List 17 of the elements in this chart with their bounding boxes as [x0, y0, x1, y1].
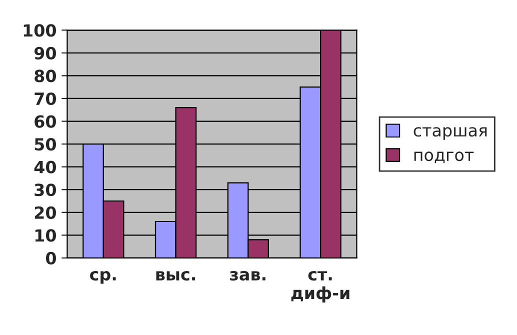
y-tick-label: 30	[34, 184, 56, 196]
legend-label: подгот	[414, 152, 474, 164]
x-tick-label: выс.	[156, 271, 195, 281]
x-tick-label: ст. диф-и	[291, 271, 350, 302]
x-tick-label: ср.	[90, 271, 116, 284]
legend-label: старшая	[414, 127, 487, 140]
y-tick-label: 80	[34, 70, 56, 82]
y-tick-label: 0	[46, 252, 56, 265]
y-tick-label: 20	[34, 206, 56, 219]
y-tick-label: 100	[24, 24, 56, 37]
y-tick-label: 90	[34, 46, 56, 60]
x-tick-label: зав.	[230, 271, 266, 281]
y-tick-label: 60	[34, 115, 56, 128]
y-tick-label: 10	[35, 229, 56, 242]
y-tick-label: 70	[34, 92, 56, 106]
y-tick-label: 40	[34, 160, 56, 174]
y-tick-label: 50	[34, 138, 56, 151]
